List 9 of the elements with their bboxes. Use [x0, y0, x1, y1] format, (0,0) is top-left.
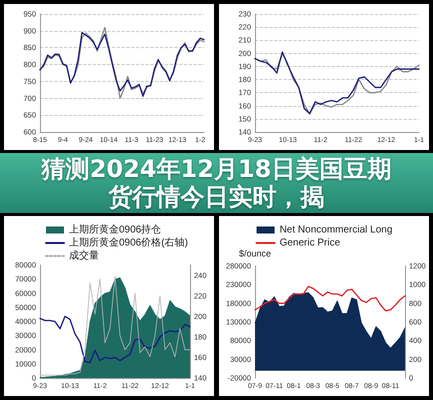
legend-label: 上期所黄金0906持仓 [69, 224, 162, 236]
text: 猜测2024年12月18日美国豆期货行情今日实时，揭 [40, 155, 392, 211]
legend-label: 上期所黄金0906价格(右轴) [69, 236, 188, 248]
y-axis-title: $/ounce [238, 248, 272, 258]
legend-label: Net Noncommercial Long [280, 224, 392, 236]
legend-label: Generic Price [280, 238, 341, 248]
line-series [254, 286, 406, 312]
line-series [39, 316, 191, 364]
legend-label: 成交量 [69, 250, 99, 262]
